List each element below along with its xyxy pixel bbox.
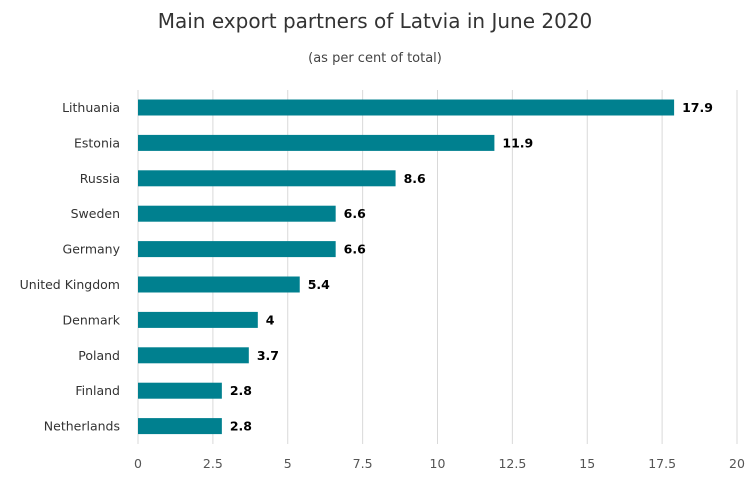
bar <box>138 134 495 151</box>
data-label: 6.6 <box>344 242 366 257</box>
x-tick-label: 5 <box>284 456 292 471</box>
data-label: 5.4 <box>308 277 330 292</box>
category-label: Estonia <box>74 135 120 150</box>
data-label: 8.6 <box>404 171 426 186</box>
bar <box>138 170 396 187</box>
category-label: Poland <box>78 348 120 363</box>
bar <box>138 347 249 364</box>
x-tick-label: 12.5 <box>498 456 526 471</box>
x-tick-label: 15 <box>579 456 595 471</box>
x-tick-label: 7.5 <box>353 456 373 471</box>
data-label: 17.9 <box>682 100 713 115</box>
data-label: 6.6 <box>344 206 366 221</box>
labels: 0 2.5 5 7.5 10 12.5 15 17.5 20 Lithuania 17.9 Eston… <box>20 100 745 471</box>
bar <box>138 311 258 328</box>
category-label: Sweden <box>71 206 120 221</box>
x-tick-label: 2.5 <box>203 456 223 471</box>
data-label: 4 <box>266 312 275 327</box>
x-tick-label: 10 <box>430 456 446 471</box>
bars <box>138 99 675 435</box>
bar <box>138 205 336 222</box>
bar <box>138 99 675 116</box>
category-label: Lithuania <box>62 100 120 115</box>
category-label: Denmark <box>63 312 121 327</box>
category-label: United Kingdom <box>20 277 120 292</box>
data-label: 2.8 <box>230 383 252 398</box>
x-tick-label: 17.5 <box>648 456 676 471</box>
chart-subtitle: (as per cent of total) <box>308 51 442 66</box>
data-label: 11.9 <box>502 135 533 150</box>
x-tick-label: 20 <box>729 456 745 471</box>
bar <box>138 241 336 258</box>
bar <box>138 418 222 435</box>
category-label: Russia <box>80 171 120 186</box>
bar <box>138 276 300 293</box>
bar <box>138 382 222 399</box>
data-label: 3.7 <box>257 348 279 363</box>
chart-title: Main export partners of Latvia in June 2… <box>157 9 593 33</box>
x-tick-label: 0 <box>134 456 142 471</box>
category-label: Finland <box>75 383 120 398</box>
data-label: 2.8 <box>230 419 252 434</box>
category-label: Germany <box>63 242 121 257</box>
category-label: Netherlands <box>44 419 120 434</box>
